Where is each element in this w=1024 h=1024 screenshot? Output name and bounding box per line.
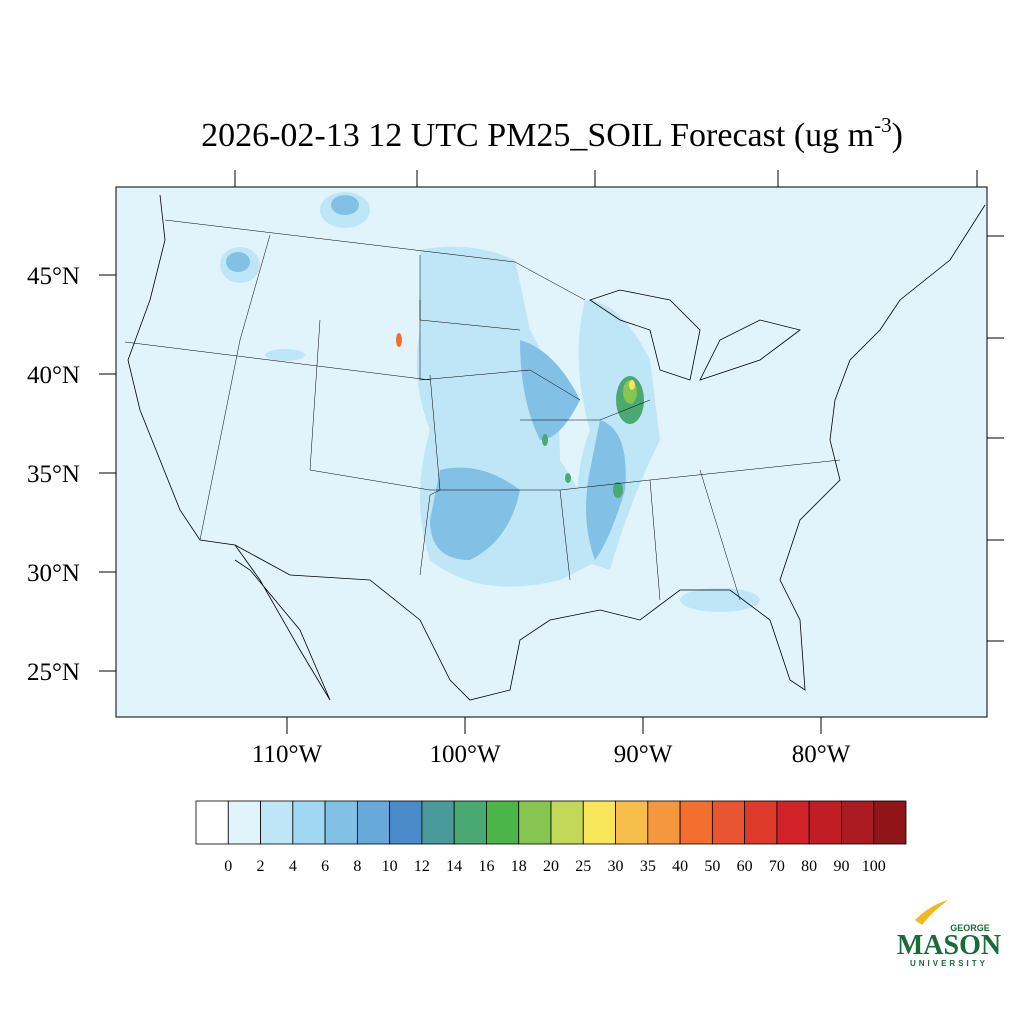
colorbar-label: 30 <box>608 858 624 875</box>
colorbar-label: 90 <box>833 858 849 875</box>
colorbar-label: 50 <box>704 858 720 875</box>
colorbar-box <box>873 800 907 845</box>
logo-top: GEORGE <box>950 923 990 933</box>
colorbar-box <box>453 800 487 845</box>
field-mid <box>226 195 626 560</box>
logo: GEORGE MASON UNIVERSITY <box>897 900 1001 968</box>
colorbar-box <box>582 800 616 845</box>
lat-label: 30°N <box>27 560 80 587</box>
lat-label: 45°N <box>27 263 80 290</box>
axis-ticks <box>234 170 1004 642</box>
title: 2026-02-13 12 UTC PM25_SOIL Forecast (ug… <box>201 113 903 154</box>
colorbar-box <box>518 800 552 845</box>
colorbar-box <box>486 800 520 845</box>
colorbar-label: 6 <box>321 858 329 875</box>
colorbar-label: 10 <box>382 858 398 875</box>
logo-bottom: UNIVERSITY <box>910 959 988 968</box>
field-high <box>396 333 644 498</box>
colorbar-label: 70 <box>769 858 785 875</box>
lon-label: 90°W <box>614 741 673 768</box>
colorbar-box <box>195 800 229 845</box>
lat-label: 40°N <box>27 362 80 389</box>
colorbar-box <box>615 800 649 845</box>
lat-label: 35°N <box>27 461 80 488</box>
logo-flame <box>915 900 948 925</box>
title-main: 2026-02-13 12 UTC PM25_SOIL Forecast (ug… <box>201 117 874 154</box>
lon-label: 110°W <box>252 741 323 768</box>
colorbar-label: 14 <box>446 858 462 875</box>
colorbar-label: 80 <box>801 858 817 875</box>
colorbar-box <box>679 800 713 845</box>
colorbar-box <box>744 800 778 845</box>
colorbar-box <box>647 800 681 845</box>
lon-label: 80°W <box>792 741 851 768</box>
colorbar-label: 18 <box>511 858 527 875</box>
lat-label: 25°N <box>27 659 80 686</box>
logo-main: MASON <box>897 930 1001 961</box>
colorbar-label: 12 <box>414 858 430 875</box>
colorbar-box <box>389 800 423 845</box>
colorbar-label: 20 <box>543 858 559 875</box>
colorbar-label: 0 <box>224 858 232 875</box>
borders <box>124 219 841 601</box>
colorbar-box <box>260 800 294 845</box>
colorbar-box <box>356 800 391 845</box>
colorbar-label: 40 <box>672 858 688 875</box>
colorbar-box <box>776 800 810 845</box>
colorbar-label: 25 <box>575 858 591 875</box>
colorbar-box <box>324 800 358 845</box>
colorbar-label: 4 <box>289 858 297 875</box>
lon-label: 100°W <box>429 741 500 768</box>
colorbar-label: 60 <box>737 858 753 875</box>
title-exponent: -3 <box>874 113 892 137</box>
colorbar-box <box>841 800 875 845</box>
colorbar-label: 2 <box>257 858 265 875</box>
colorbar-box <box>292 800 326 845</box>
colorbar-box <box>227 800 261 845</box>
colorbar-box <box>421 800 455 845</box>
colorbar-box <box>711 800 746 845</box>
colorbar-box <box>808 800 842 845</box>
map <box>115 186 988 718</box>
colorbar-label: 8 <box>353 858 361 875</box>
colorbar-box <box>550 800 584 845</box>
colorbar-label: 100 <box>862 858 886 875</box>
colorbar-label: 16 <box>478 858 494 875</box>
title-close: ) <box>892 117 903 154</box>
colorbar-label: 35 <box>640 858 656 875</box>
